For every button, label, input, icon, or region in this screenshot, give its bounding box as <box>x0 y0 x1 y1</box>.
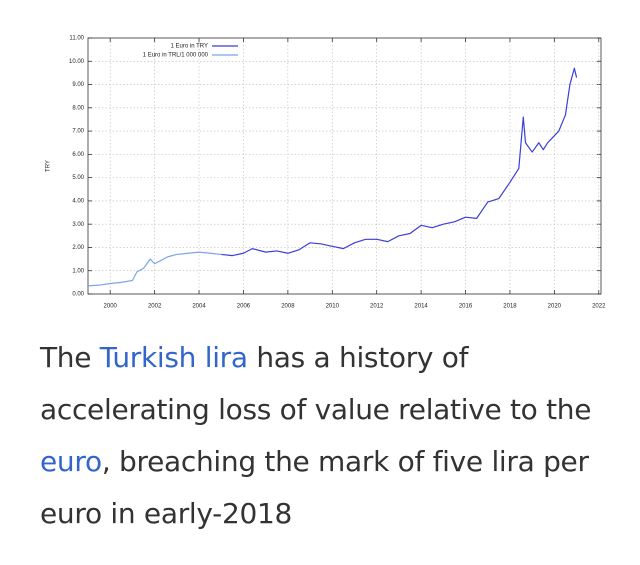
y-tick-label: 7.00 <box>72 129 84 135</box>
caption-text: has a history of accelerating loss of va… <box>40 341 592 426</box>
x-tick-label: 2012 <box>370 304 384 310</box>
caption-text: The <box>40 341 100 374</box>
x-tick-label: 2016 <box>459 304 473 310</box>
y-tick-label: 11.00 <box>69 36 84 42</box>
legend-label: 1 Euro in TRL/1 000 000 <box>143 53 209 59</box>
plot-frame <box>87 37 602 295</box>
y-tick-label: 1.00 <box>72 268 84 274</box>
y-tick-label: 3.00 <box>72 222 84 228</box>
line-series <box>87 251 222 287</box>
y-tick-label: 4.00 <box>72 198 84 204</box>
x-tick-label: 2006 <box>237 304 251 310</box>
caption: The Turkish lira has a history of accele… <box>40 332 610 540</box>
x-tick-label: 2022 <box>592 304 606 310</box>
legend-label: 1 Euro in TRY <box>171 44 208 50</box>
x-tick-label: 2018 <box>503 304 517 310</box>
y-tick-label: 8.00 <box>72 105 84 111</box>
x-tick-label: 2002 <box>148 304 162 310</box>
x-tick-label: 2010 <box>326 304 340 310</box>
caption-text: , breaching the mark of five lira per eu… <box>40 445 589 530</box>
y-axis-label: TRY <box>46 160 52 172</box>
x-tick-label: 2008 <box>281 304 295 310</box>
x-tick-label: 2014 <box>414 304 428 310</box>
chart: TRY 0.00 1.00 2.00 3.00 4.00 5.00 6.00 7.00 8.00… <box>46 36 607 310</box>
y-tick-label: 9.00 <box>72 82 84 88</box>
y-tick-label: 2.00 <box>72 245 84 251</box>
y-tick-label: 5.00 <box>72 175 84 181</box>
line-series <box>221 67 578 257</box>
x-tick-label: 2020 <box>548 304 562 310</box>
x-tick-label: 2004 <box>192 304 206 310</box>
x-tick-label: 2000 <box>104 304 118 310</box>
y-tick-label: 10.00 <box>69 59 85 65</box>
link[interactable]: Turkish lira <box>99 341 248 374</box>
y-tick-label: 6.00 <box>72 152 84 158</box>
link[interactable]: euro <box>40 445 102 478</box>
y-tick-label: 0.00 <box>72 292 84 298</box>
